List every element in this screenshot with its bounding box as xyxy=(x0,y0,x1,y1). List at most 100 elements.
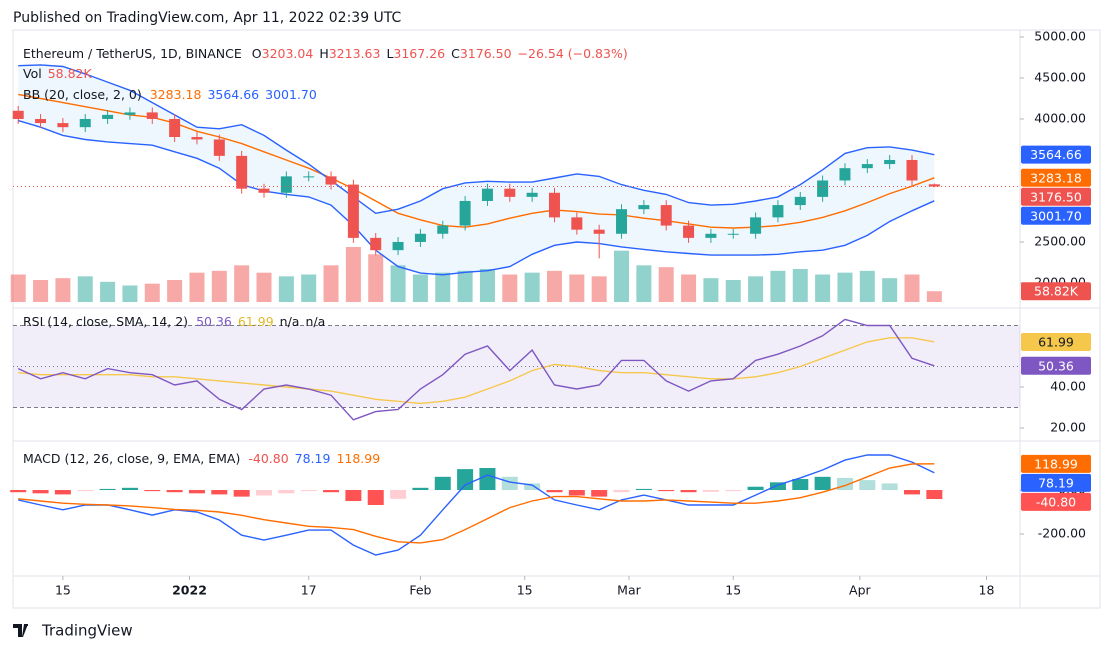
histogram-bar xyxy=(367,490,384,505)
volume-bar xyxy=(211,270,227,302)
plot-area: 5000.004500.004000.002500.002000.0040.00… xyxy=(10,28,1091,598)
histogram-bar xyxy=(904,490,921,495)
y-tick-label: 4500.00 xyxy=(1034,69,1086,84)
candle-body xyxy=(906,159,918,181)
volume-bar xyxy=(725,280,741,302)
volume-bar xyxy=(55,278,71,302)
candle-body xyxy=(660,205,672,226)
price-tag xyxy=(1021,492,1091,511)
volume-bar xyxy=(502,274,518,302)
candle-body xyxy=(303,176,315,178)
price-tag-label: 78.19 xyxy=(1038,475,1074,490)
candle-body xyxy=(593,229,605,234)
histogram-bar xyxy=(300,490,317,492)
rsi-band xyxy=(13,325,1020,408)
histogram-bar xyxy=(859,480,876,491)
histogram-bar xyxy=(99,488,116,491)
histogram-bar xyxy=(10,490,27,493)
ohlc-prefix: O xyxy=(252,46,262,61)
volume-bar xyxy=(904,274,920,302)
x-tick-label: Mar xyxy=(617,583,641,598)
candle-body xyxy=(727,233,739,235)
volume-bar xyxy=(591,276,607,302)
rsi-title: RSI (14, close, SMA, 14, 2) xyxy=(23,314,188,329)
price-tag xyxy=(1021,473,1091,492)
volume-bar xyxy=(77,276,93,302)
candle-body xyxy=(861,164,873,169)
candle-body xyxy=(146,112,158,119)
volume-bar xyxy=(33,280,49,302)
price-tag-label: 58.82K xyxy=(1034,284,1079,299)
symbol-title: Ethereum / TetherUS, 1D, BINANCE xyxy=(23,46,242,61)
indicator-line xyxy=(18,337,935,405)
ohlc-prefix: C xyxy=(451,46,460,61)
histogram-bar xyxy=(233,490,250,497)
histogram-bar xyxy=(926,490,943,500)
candle-body xyxy=(79,118,91,128)
candle-body xyxy=(794,196,806,206)
x-tick-label: 18 xyxy=(979,583,995,598)
rsi-legend: RSI (14, close, SMA, 14, 2) 50.36 61.99 n/a… xyxy=(23,314,325,329)
candle-body xyxy=(124,112,136,115)
candle-body xyxy=(347,184,359,238)
price-tag-label: 3001.70 xyxy=(1030,208,1082,223)
bb-lower-value: 3001.70 xyxy=(265,87,317,102)
histogram-bar xyxy=(747,486,764,491)
indicator-line xyxy=(17,318,935,421)
signal-value: 118.99 xyxy=(336,451,380,466)
price-tag xyxy=(1021,356,1091,375)
volume-name: Vol xyxy=(23,66,42,81)
volume-bar xyxy=(859,270,875,302)
change-value: −26.54 (−0.83%) xyxy=(518,46,628,61)
brand-name: TradingView xyxy=(41,622,133,640)
footer: TradingView xyxy=(13,622,133,640)
histogram-bar xyxy=(121,487,138,491)
candle-body xyxy=(928,184,940,187)
price-tag xyxy=(1021,187,1091,206)
na-label: n/a xyxy=(280,314,300,329)
volume-bar xyxy=(345,247,361,302)
histogram-bar xyxy=(211,490,228,495)
open-value: 3203.04 xyxy=(262,46,314,61)
ohlc-prefix: H xyxy=(319,46,328,61)
candle-body xyxy=(191,137,203,140)
chart-frame xyxy=(12,29,1101,609)
volume-bar xyxy=(234,265,250,302)
published-note: Published on TradingView.com, Apr 11, 20… xyxy=(13,10,402,26)
histogram-bar xyxy=(591,490,608,497)
candle-body xyxy=(504,188,516,197)
volume-bar xyxy=(770,270,786,302)
y-tick-label: 4000.00 xyxy=(1034,110,1086,125)
histogram-bar xyxy=(166,490,183,493)
volume-bar xyxy=(323,265,339,302)
volume-bar xyxy=(681,274,697,302)
histogram-bar xyxy=(568,490,585,496)
histogram-bar xyxy=(546,490,563,493)
histogram-bar xyxy=(479,468,496,491)
price-tag-label: 50.36 xyxy=(1038,358,1074,373)
macd-title: MACD (12, 26, close, 9, EMA, EMA) xyxy=(23,451,240,466)
price-tag-label: 61.99 xyxy=(1038,334,1074,349)
volume-bar xyxy=(167,280,183,302)
candle-body xyxy=(57,123,69,128)
histogram-bar xyxy=(256,490,273,496)
histogram-bar xyxy=(434,476,451,491)
candle-body xyxy=(236,155,248,189)
candle-body xyxy=(35,118,47,124)
histogram-bar xyxy=(881,483,898,491)
candle-body xyxy=(325,176,337,185)
candle-body xyxy=(750,217,762,234)
macd-line xyxy=(18,454,935,556)
volume-bar xyxy=(10,274,26,302)
volume-bar xyxy=(748,276,764,302)
candle-body xyxy=(12,110,24,119)
legend: Ethereum / TetherUS, 1D, BINANCE O3203.04… xyxy=(23,46,628,466)
candle-body xyxy=(616,209,628,234)
histogram-bar xyxy=(412,487,429,491)
volume-bar xyxy=(926,291,942,302)
volume-bar xyxy=(100,281,116,302)
volume-bar xyxy=(189,272,205,302)
volume-bar xyxy=(122,285,138,302)
volume-bar xyxy=(479,269,495,302)
